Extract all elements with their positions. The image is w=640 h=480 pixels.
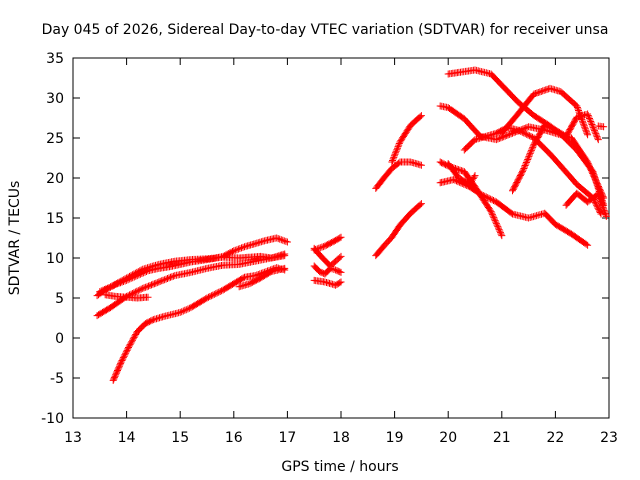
x-tick-label: 18 bbox=[332, 430, 350, 446]
series-track-5 bbox=[109, 264, 289, 384]
x-tick-label: 23 bbox=[600, 430, 618, 446]
x-tick-label: 17 bbox=[278, 430, 296, 446]
y-tick-label: 5 bbox=[55, 291, 64, 307]
y-axis-label: SDTVAR / TECUs bbox=[7, 181, 23, 296]
chart-title: Day 045 of 2026, Sidereal Day-to-day VTE… bbox=[42, 22, 609, 38]
series-markers bbox=[372, 200, 425, 260]
y-tick-label: -5 bbox=[50, 371, 64, 387]
series-markers bbox=[498, 84, 592, 139]
series-markers bbox=[310, 276, 345, 289]
series-track-13 bbox=[388, 112, 425, 166]
series-markers bbox=[444, 66, 608, 209]
series-markers bbox=[93, 234, 291, 300]
series-markers bbox=[509, 110, 602, 195]
y-tick-label: 10 bbox=[46, 251, 64, 267]
series-track-17 bbox=[436, 176, 592, 249]
series-markers bbox=[436, 176, 592, 249]
series-track-4 bbox=[101, 291, 152, 302]
x-axis: 13 14 15 16 17 18 19 20 21 22 23 bbox=[64, 58, 618, 446]
x-tick-label: 20 bbox=[439, 430, 457, 446]
y-tick-label: 15 bbox=[46, 211, 64, 227]
series-markers bbox=[101, 291, 152, 302]
x-axis-label: GPS time / hours bbox=[281, 459, 398, 475]
series-markers bbox=[372, 158, 425, 192]
series-layer bbox=[93, 66, 610, 384]
x-tick-label: 13 bbox=[64, 430, 82, 446]
series-track-22 bbox=[562, 189, 610, 220]
series-markers bbox=[310, 244, 345, 270]
series-markers bbox=[93, 250, 289, 320]
series-track-10 bbox=[310, 244, 345, 270]
series-track-21 bbox=[498, 84, 592, 139]
series-markers bbox=[109, 264, 289, 384]
series-track-20 bbox=[509, 110, 602, 195]
y-tick-label: 0 bbox=[55, 331, 64, 347]
y-axis: -10 -5 0 5 10 15 20 25 30 35 bbox=[41, 51, 609, 427]
series-track-18 bbox=[444, 160, 479, 188]
x-tick-label: 21 bbox=[493, 430, 511, 446]
series-track-12 bbox=[372, 158, 425, 192]
series-markers bbox=[388, 112, 425, 166]
series-track-6 bbox=[235, 264, 289, 291]
y-tick-label: 35 bbox=[46, 51, 64, 67]
y-tick-label: 25 bbox=[46, 131, 64, 147]
series-markers bbox=[594, 122, 608, 131]
y-tick-label: 20 bbox=[46, 171, 64, 187]
x-tick-label: 14 bbox=[118, 430, 136, 446]
y-tick-label: 30 bbox=[46, 91, 64, 107]
series-track-1 bbox=[93, 234, 291, 300]
series-track-9 bbox=[310, 276, 345, 289]
x-tick-label: 15 bbox=[171, 430, 189, 446]
y-tick-label: -10 bbox=[41, 411, 64, 427]
x-tick-label: 22 bbox=[546, 430, 564, 446]
x-tick-label: 19 bbox=[386, 430, 404, 446]
series-markers bbox=[444, 160, 479, 188]
series-track-11 bbox=[372, 200, 425, 260]
x-tick-label: 16 bbox=[225, 430, 243, 446]
series-track-23 bbox=[594, 122, 608, 131]
series-markers bbox=[562, 189, 610, 220]
series-track-15 bbox=[444, 66, 608, 209]
series-track-3 bbox=[93, 250, 289, 320]
series-markers bbox=[235, 264, 289, 291]
